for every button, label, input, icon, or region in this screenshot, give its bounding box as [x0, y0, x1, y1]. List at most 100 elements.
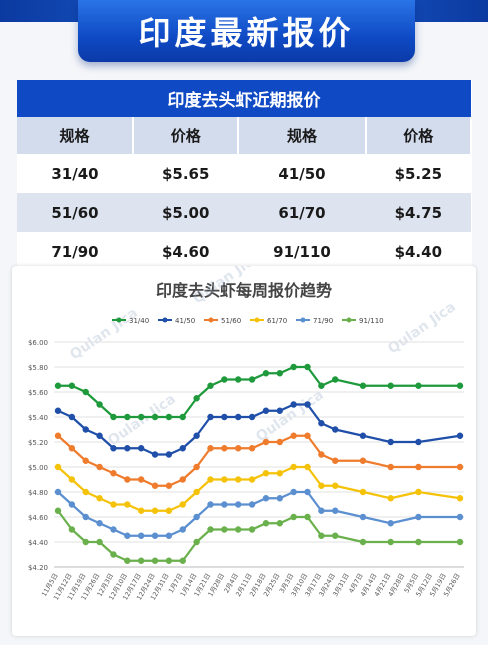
data-point: [137, 532, 145, 539]
data-point: [207, 413, 214, 421]
data-point: [221, 526, 228, 533]
series-91-110: [54, 507, 464, 564]
data-point: [207, 445, 214, 452]
y-tick-label: $4.40: [28, 539, 48, 547]
data-point: [387, 463, 394, 471]
data-point: [332, 376, 339, 383]
legend-label: 41/50: [175, 317, 195, 325]
series-31-40: [54, 363, 464, 421]
legend-marker: [208, 317, 214, 323]
data-point: [110, 551, 117, 558]
header-cell-price: 价格: [133, 117, 240, 154]
data-point: [68, 382, 76, 389]
data-point: [248, 501, 256, 508]
y-tick-label: $5.00: [28, 464, 48, 472]
data-point: [456, 513, 464, 521]
data-point: [193, 463, 200, 471]
data-point: [151, 482, 159, 489]
price-cell: $4.40: [394, 242, 443, 261]
y-tick-label: $4.20: [28, 564, 48, 572]
y-tick-label: $5.60: [28, 389, 48, 397]
data-point: [415, 463, 422, 471]
data-point: [68, 445, 76, 452]
series-51-60: [54, 432, 464, 489]
data-point: [137, 557, 145, 564]
legend-marker: [162, 317, 168, 323]
data-point: [54, 432, 62, 439]
data-point: [415, 538, 422, 546]
data-point: [193, 395, 200, 402]
data-point: [151, 451, 159, 458]
data-point: [82, 457, 89, 464]
data-point: [96, 432, 103, 439]
data-point: [276, 470, 283, 477]
data-point: [96, 538, 103, 546]
data-point: [262, 495, 270, 502]
data-point: [179, 445, 186, 452]
data-point: [137, 413, 145, 421]
data-point: [54, 507, 62, 514]
data-point: [193, 513, 200, 521]
data-point: [96, 401, 103, 408]
data-point: [151, 413, 159, 421]
watermark-text: Qulan Jica: [67, 305, 141, 363]
data-point: [207, 382, 214, 389]
watermark-text: Qulan Jica: [105, 391, 179, 449]
data-point: [54, 407, 62, 414]
data-point: [359, 513, 367, 521]
data-point: [179, 413, 186, 421]
price-cell: $5.00: [133, 193, 239, 232]
data-point: [415, 488, 422, 496]
data-point: [248, 413, 256, 421]
series-line: [57, 490, 460, 537]
data-point: [179, 557, 186, 564]
data-point: [290, 363, 297, 371]
data-point: [193, 538, 200, 546]
table-header-row: 规格 价格 规格 价格: [17, 117, 473, 154]
data-point: [276, 370, 283, 377]
data-point: [415, 382, 422, 389]
data-point: [221, 376, 228, 383]
spec-cell: 61/70: [238, 193, 366, 232]
data-point: [207, 526, 214, 533]
legend-label: 91/110: [359, 317, 384, 325]
data-point: [318, 507, 325, 514]
data-point: [124, 445, 131, 452]
data-point: [387, 382, 394, 389]
data-point: [304, 513, 311, 521]
legend-label: 31/40: [129, 317, 149, 325]
table-row: 31/40 $5.65 41/50 $5.25: [17, 154, 471, 193]
header-cell-price: 价格: [365, 117, 473, 154]
data-point: [179, 501, 186, 508]
data-point: [262, 470, 270, 477]
price-table: 印度去头虾近期报价 规格 价格 规格 价格 31/40 $5.65 41/50 …: [17, 80, 473, 271]
data-point: [387, 538, 394, 546]
y-tick-label: $5.80: [28, 364, 48, 372]
data-point: [456, 538, 464, 546]
data-point: [68, 526, 76, 533]
data-point: [179, 476, 186, 483]
data-point: [235, 413, 242, 421]
data-point: [82, 538, 89, 546]
data-point: [248, 376, 256, 383]
series-line: [57, 510, 460, 562]
data-point: [276, 438, 283, 446]
data-point: [290, 463, 297, 471]
data-point: [332, 482, 339, 489]
data-point: [165, 532, 173, 539]
data-point: [387, 520, 394, 527]
data-point: [221, 476, 228, 483]
series-61-70: [54, 463, 464, 514]
table-title: 印度去头虾近期报价: [17, 80, 471, 117]
data-point: [193, 432, 200, 439]
data-point: [54, 488, 62, 496]
data-point: [54, 382, 62, 389]
legend-label: 51/60: [221, 317, 241, 325]
header-cell-spec: 规格: [238, 117, 367, 154]
legend-marker: [346, 317, 352, 323]
data-point: [235, 445, 242, 452]
data-point: [165, 507, 173, 514]
data-point: [235, 476, 242, 483]
data-point: [248, 445, 256, 452]
chart-title: 印度去头虾每周报价趋势: [156, 281, 332, 300]
